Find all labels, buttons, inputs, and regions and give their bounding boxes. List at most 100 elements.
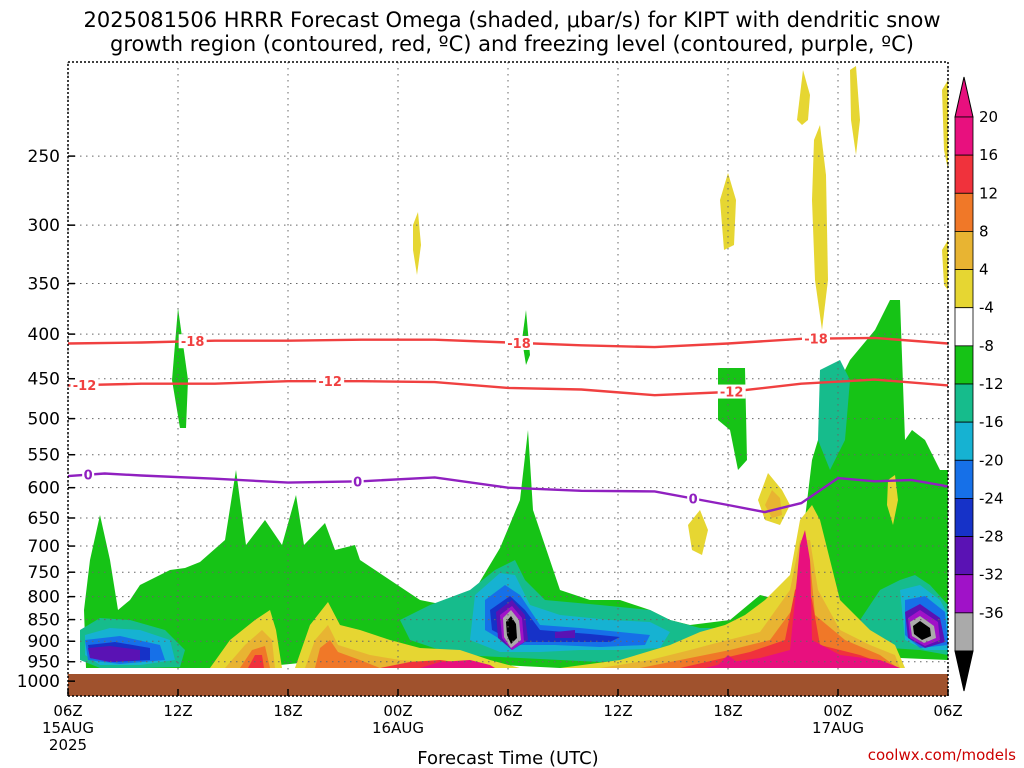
- colorbar-label: -36: [979, 604, 1004, 622]
- contour-label-bg: [802, 331, 830, 346]
- colorbar-label: -28: [979, 528, 1004, 546]
- grid-lines: [67, 62, 949, 696]
- colorbar-swatch: [954, 154, 974, 194]
- colorbar: 20 16 12 8 4 -4 -8 -12 -16 -20 -24 -28 -32 -36: [954, 76, 1004, 692]
- x-tick-label: 18Z: [273, 702, 302, 720]
- colorbar-label: -12: [979, 375, 1004, 393]
- contour-label-bg: [505, 335, 533, 350]
- y-tick-label: 550: [28, 446, 60, 466]
- x-tick-year: 2025: [49, 736, 87, 754]
- omega-area-plus4: [413, 212, 421, 275]
- omega-area-plus4: [942, 80, 948, 170]
- omega-area-minus4: [84, 300, 948, 668]
- colorbar-label: -20: [979, 451, 1004, 469]
- x-tick-label: 06Z: [53, 702, 82, 720]
- contour-label: -18: [507, 337, 531, 352]
- omega-area-plus4: [942, 240, 948, 290]
- colorbar-swatch: [954, 269, 974, 309]
- x-tick-date: 17AUG: [812, 719, 864, 737]
- contour-label: -18: [181, 335, 205, 350]
- omega-area-plus4: [797, 70, 810, 125]
- chart-title: 2025081506 HRRR Forecast Omega (shaded, …: [84, 8, 941, 56]
- omega-area-below-minus36: [506, 616, 517, 644]
- colorbar-label: -4: [979, 299, 994, 317]
- y-tick-label: 900: [28, 632, 60, 652]
- x-tick-label: 18Z: [713, 702, 742, 720]
- contour-label: -18: [804, 333, 828, 348]
- omega-area-below-minus36: [913, 621, 931, 640]
- colorbar-label: 20: [979, 108, 998, 126]
- y-axis: 2503003504004505005506006507007508008509…: [17, 147, 75, 692]
- colorbar-label: -24: [979, 489, 1004, 507]
- y-tick-label: 300: [28, 216, 60, 236]
- x-tick-label: 00Z: [823, 702, 852, 720]
- omega-area-plus12: [315, 640, 380, 668]
- colorbar-label: -8: [979, 337, 994, 355]
- colorbar-swatch: [954, 574, 974, 614]
- x-tick-date: 15AUG: [42, 719, 94, 737]
- colorbar-label: 12: [979, 184, 998, 202]
- contour-label-bg: [82, 467, 95, 482]
- colorbar-label: 4: [979, 261, 989, 279]
- colorbar-swatch: [954, 231, 974, 270]
- y-tick-label: 950: [28, 653, 60, 673]
- colorbar-swatch: [954, 459, 974, 499]
- chart-title-line: 2025081506 HRRR Forecast Omega (shaded, …: [84, 8, 941, 32]
- isotherm-line: [67, 472, 949, 514]
- omega-area-plus16: [680, 580, 895, 668]
- contour-label-bg: [687, 491, 700, 506]
- contour-label: -12: [318, 375, 342, 390]
- omega-area-minus4: [172, 308, 188, 428]
- colorbar-swatch: [954, 421, 974, 461]
- chart-title-line: growth region (contoured, red, ºC) and f…: [110, 32, 914, 56]
- contour-label: 0: [689, 493, 698, 508]
- omega-area-plus12: [640, 560, 898, 668]
- colorbar-label: -16: [979, 413, 1004, 431]
- x-tick-label: 06Z: [933, 702, 962, 720]
- y-tick-label: 850: [28, 611, 60, 631]
- colorbar-swatch: [954, 307, 974, 347]
- omega-area-plus4: [850, 66, 860, 155]
- omega-area-plus4: [887, 475, 898, 525]
- contour-label: -12: [73, 379, 97, 394]
- colorbar-swatch: [954, 612, 974, 652]
- omega-area-plus20: [718, 655, 737, 668]
- contour-label-bg: [178, 334, 207, 349]
- colorbar-swatch: [954, 192, 974, 232]
- x-tick-label: 06Z: [493, 702, 522, 720]
- colorbar-label: 8: [979, 222, 989, 240]
- colorbar-swatch: [954, 383, 974, 423]
- omega-area-minus28: [88, 646, 140, 662]
- omega-area-minus28: [555, 630, 575, 638]
- y-tick-label: 450: [28, 370, 60, 390]
- y-tick-label: 400: [28, 325, 60, 345]
- colorbar-arrow-top: [954, 76, 974, 118]
- x-tick-label: 12Z: [163, 702, 192, 720]
- contour-label: -12: [720, 386, 744, 401]
- omega-area-plus4: [812, 125, 828, 330]
- y-tick-label: 650: [28, 509, 60, 529]
- omega-area-plus16: [248, 655, 264, 668]
- y-tick-label: 700: [28, 537, 60, 557]
- omega-area-plus4: [720, 173, 736, 250]
- y-tick-label: 800: [28, 588, 60, 608]
- x-tick-date: 16AUG: [372, 719, 424, 737]
- colorbar-swatch: [954, 116, 974, 156]
- colorbar-arrow-bottom: [954, 650, 974, 692]
- x-axis-title: Forecast Time (UTC): [417, 748, 598, 768]
- contour-label: 0: [353, 475, 362, 490]
- y-tick-label: 250: [28, 147, 60, 167]
- y-tick-label: 350: [28, 275, 60, 295]
- x-tick-label: 12Z: [603, 702, 632, 720]
- isotherm-line: [67, 378, 949, 397]
- x-tick-label: 00Z: [383, 702, 412, 720]
- contour-label-bg: [717, 384, 746, 399]
- colorbar-swatch: [954, 498, 974, 537]
- y-tick-label: 1000: [17, 672, 60, 692]
- credit-link[interactable]: coolwx.com/models: [868, 746, 1016, 764]
- temperature-contours: -18 -18 -18 -12 -12 -12 0 0 0: [67, 331, 949, 514]
- contour-label-bg: [351, 474, 364, 489]
- y-tick-label: 600: [28, 479, 60, 499]
